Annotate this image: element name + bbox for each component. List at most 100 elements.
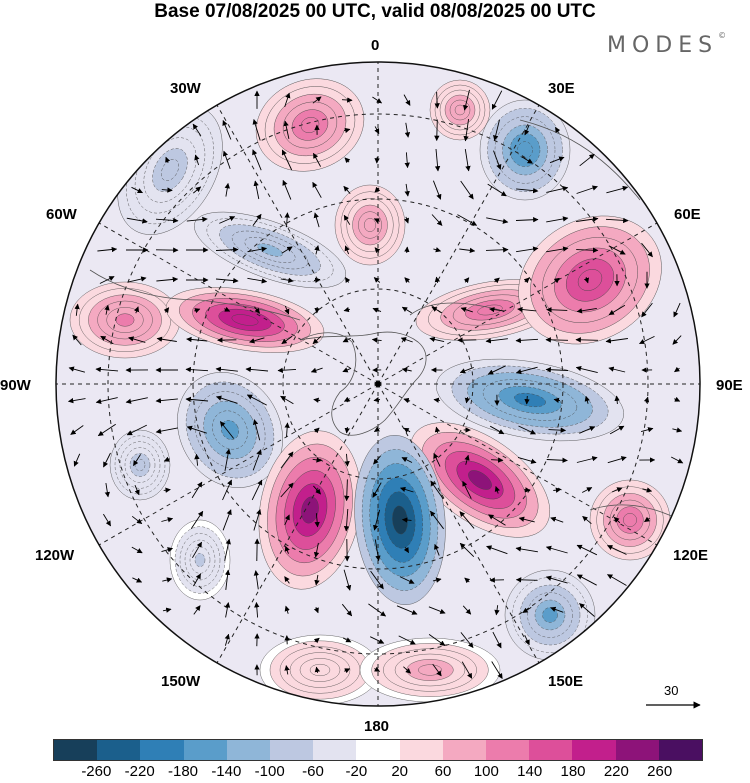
colorbar-tick-label: -220 (124, 763, 155, 780)
colorbar-tick-label: -260 (81, 763, 112, 780)
wind-vector-arrow (282, 179, 292, 200)
wind-vector-arrow (372, 482, 382, 498)
wind-vector-arrow (517, 306, 537, 313)
wind-vector-arrow (344, 479, 350, 502)
wind-vector-arrow (605, 338, 628, 344)
wind-vector-arrow (611, 487, 623, 493)
wind-vector-arrow (605, 217, 629, 224)
wind-vector-arrow (99, 276, 115, 284)
wind-vector-arrow (224, 448, 231, 471)
wind-vector-arrow (546, 307, 568, 313)
positive-anomaly-center (589, 479, 671, 561)
lon-label-120e: 120E (673, 547, 709, 564)
wind-vector-arrow (370, 570, 384, 590)
wind-vector-arrow (313, 542, 320, 558)
wind-vector-arrow (608, 366, 626, 373)
lon-label-0: 0 (371, 37, 380, 54)
wind-vector-arrow (343, 569, 352, 591)
wind-vector-arrow (575, 365, 598, 374)
wind-vector-arrow (341, 97, 353, 103)
wind-vector-arrow (606, 185, 629, 194)
colorbar-tick-label: 100 (473, 763, 499, 780)
wind-vector-arrow (401, 457, 413, 463)
wind-vector-arrow (215, 247, 239, 253)
wind-vector-arrow (404, 277, 411, 283)
negative-anomaly-center (109, 429, 171, 501)
wind-vector-arrow (374, 247, 381, 254)
wind-vector-arrow (374, 666, 381, 672)
wind-vector-arrow (640, 427, 654, 433)
wind-vector-arrow (224, 602, 231, 618)
contour-level (623, 513, 637, 527)
wind-vector-arrow (314, 245, 320, 255)
contour-level (577, 269, 603, 291)
wind-vector-arrow (517, 456, 537, 464)
wind-vector-arrow (281, 335, 293, 345)
wind-vector-arrow (163, 456, 170, 462)
wind-vector-arrow (254, 601, 260, 618)
wind-vector-arrow (280, 395, 294, 405)
wind-vector-arrow (222, 120, 232, 140)
colorbar-swatch (140, 740, 184, 760)
wind-vector-arrow (100, 335, 114, 345)
wind-vector-arrow (132, 577, 143, 583)
wind-vector-arrow (459, 511, 475, 529)
wind-vector-arrow (252, 213, 262, 226)
wind-vector-arrow (103, 513, 111, 527)
wind-vector-arrow (252, 149, 262, 171)
wind-vector-arrow (313, 427, 320, 434)
wind-vector-arrow (190, 510, 204, 529)
wind-vector-arrow (489, 425, 505, 435)
wind-vector-arrow (312, 181, 322, 198)
wind-vector-arrow (464, 149, 471, 172)
colorbar-tick-label: 260 (647, 763, 673, 780)
wind-vector-arrow (310, 367, 323, 373)
wind-vector-arrow (609, 425, 625, 435)
wind-vector-arrow (343, 185, 351, 194)
wind-vector-arrow (370, 636, 385, 644)
wind-vector-arrow (185, 396, 209, 403)
wind-vector-arrow (464, 454, 470, 465)
colorbar-swatch (54, 740, 98, 760)
wind-vector-arrow (194, 154, 200, 166)
wind-vector-arrow (403, 94, 411, 106)
wind-vector-arrow (374, 186, 381, 193)
wind-vector-arrow (252, 449, 262, 471)
wind-vector-arrow (523, 487, 531, 493)
wind-vector-arrow (582, 515, 592, 525)
contour-level (231, 314, 259, 326)
wind-vector-arrow (313, 485, 321, 495)
wind-vector-arrow (161, 187, 173, 193)
colorbar-swatch (313, 740, 357, 760)
wind-vector-arrow (493, 150, 502, 170)
wind-vector-arrow (252, 419, 261, 441)
wind-vector-arrow (464, 577, 471, 584)
lon-label-30w: 30W (170, 80, 201, 97)
wind-vector-arrow (343, 127, 351, 134)
wind-vector-arrow (555, 126, 561, 133)
wind-vector-arrow (284, 514, 290, 526)
wind-vector-arrow (253, 180, 260, 200)
wind-vector-arrow (280, 451, 294, 469)
wind-vector-arrow (546, 246, 569, 253)
wind-vector-arrow (163, 487, 171, 493)
wind-vector-arrow (95, 366, 119, 373)
wind-vector-arrow (460, 632, 474, 649)
wind-vector-arrow (546, 186, 569, 193)
wind-vector-arrow (433, 397, 441, 403)
wind-vector-arrow (549, 156, 565, 164)
wind-vector-arrow (224, 182, 230, 197)
wind-vector-arrow (613, 516, 621, 524)
wind-vector-arrow (434, 91, 440, 109)
wind-vector-arrow (224, 306, 231, 312)
wind-vector-arrow (674, 366, 681, 373)
wind-vector-arrow (576, 456, 598, 463)
wind-vector-arrow (434, 426, 441, 434)
wind-vector-arrow (374, 539, 381, 562)
positive-anomaly-center (165, 287, 325, 353)
wind-vector-arrow (494, 485, 500, 494)
wind-vector-arrow (163, 307, 170, 314)
wind-vector-arrow (431, 306, 443, 314)
wind-vector-arrow (522, 607, 532, 613)
wind-vector-arrow (284, 92, 291, 108)
